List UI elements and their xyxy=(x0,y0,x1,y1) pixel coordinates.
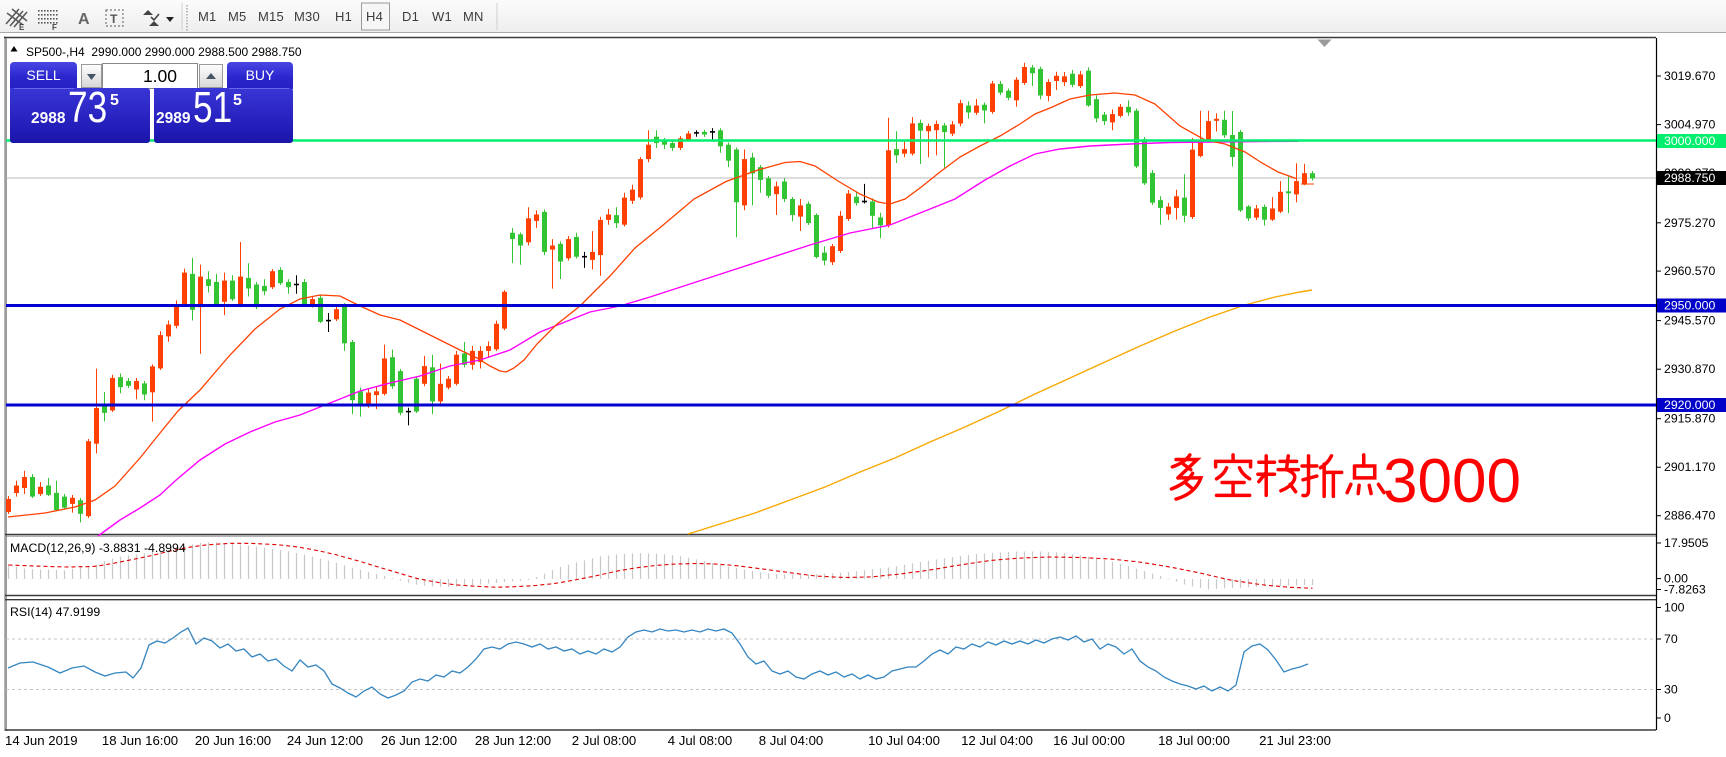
svg-text:2950.000: 2950.000 xyxy=(1664,299,1715,313)
svg-text:20 Jun 16:00: 20 Jun 16:00 xyxy=(195,733,271,748)
svg-text:24 Jun 12:00: 24 Jun 12:00 xyxy=(287,733,363,748)
svg-text:2975.270: 2975.270 xyxy=(1664,216,1715,230)
svg-text:16 Jul 00:00: 16 Jul 00:00 xyxy=(1053,733,1125,748)
svg-text:3000.000: 3000.000 xyxy=(1664,134,1715,148)
svg-text:-7.8263: -7.8263 xyxy=(1664,583,1706,597)
svg-text:26 Jun 12:00: 26 Jun 12:00 xyxy=(381,733,457,748)
svg-text:18 Jun 16:00: 18 Jun 16:00 xyxy=(102,733,178,748)
svg-text:10 Jul 04:00: 10 Jul 04:00 xyxy=(868,733,940,748)
svg-text:A: A xyxy=(78,11,90,28)
svg-text:2901.170: 2901.170 xyxy=(1664,460,1715,474)
svg-text:100: 100 xyxy=(1664,601,1685,615)
svg-text:18 Jul 00:00: 18 Jul 00:00 xyxy=(1158,733,1230,748)
svg-text:E: E xyxy=(19,23,25,32)
svg-text:SP500-,H4 2990.000 2990.000 2: SP500-,H4 2990.000 2990.000 2988.500 298… xyxy=(26,45,302,59)
svg-text:30: 30 xyxy=(1664,683,1678,697)
svg-text:2886.470: 2886.470 xyxy=(1664,509,1715,523)
svg-text:2988.750: 2988.750 xyxy=(1664,171,1715,185)
svg-text:2960.570: 2960.570 xyxy=(1664,264,1715,278)
svg-text:2915.870: 2915.870 xyxy=(1664,412,1715,426)
svg-text:MACD(12,26,9) -3.8831 -4.8994: MACD(12,26,9) -3.8831 -4.8994 xyxy=(10,541,186,555)
svg-text:0: 0 xyxy=(1664,711,1671,725)
svg-text:F: F xyxy=(52,23,57,32)
svg-text:70: 70 xyxy=(1664,632,1678,646)
svg-text:3019.670: 3019.670 xyxy=(1664,69,1715,83)
svg-text:0.00: 0.00 xyxy=(1664,572,1688,586)
svg-text:2945.570: 2945.570 xyxy=(1664,314,1715,328)
svg-text:8 Jul 04:00: 8 Jul 04:00 xyxy=(759,733,824,748)
svg-text:2 Jul 08:00: 2 Jul 08:00 xyxy=(572,733,637,748)
svg-text:2930.870: 2930.870 xyxy=(1664,362,1715,376)
svg-text:RSI(14) 47.9199: RSI(14) 47.9199 xyxy=(10,605,100,619)
svg-text:14 Jun 2019: 14 Jun 2019 xyxy=(5,733,78,748)
svg-text:3000: 3000 xyxy=(1383,452,1521,510)
svg-text:3004.970: 3004.970 xyxy=(1664,118,1715,132)
svg-text:12 Jul 04:00: 12 Jul 04:00 xyxy=(961,733,1033,748)
svg-text:17.9505: 17.9505 xyxy=(1664,536,1709,550)
svg-text:21 Jul 23:00: 21 Jul 23:00 xyxy=(1259,733,1331,748)
svg-text:2920.000: 2920.000 xyxy=(1664,398,1715,412)
svg-text:4 Jul 08:00: 4 Jul 08:00 xyxy=(668,733,733,748)
svg-text:T: T xyxy=(110,12,118,26)
svg-text:28 Jun 12:00: 28 Jun 12:00 xyxy=(475,733,551,748)
